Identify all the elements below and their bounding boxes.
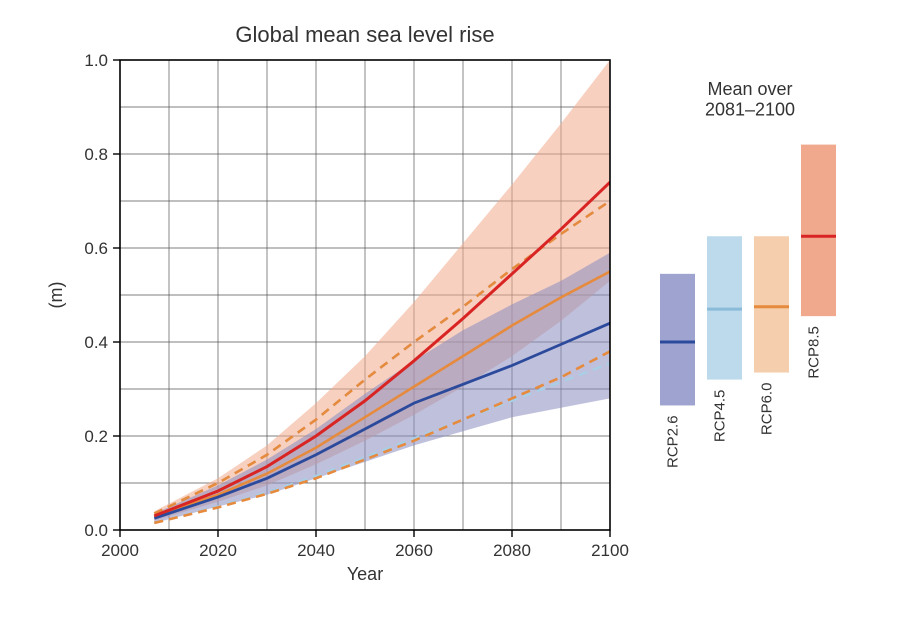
range-label-rcp26: RCP2.6 [665,415,682,468]
chart-title: Global mean sea level rise [235,22,494,47]
y-tick-label: 0.8 [84,145,108,164]
x-tick-label: 2100 [591,541,629,560]
y-tick-label: 0.2 [84,427,108,446]
chart-svg: 2000 2020 2040 2060 2080 2100 0.0 0.2 0.4 0.6 0.8 1… [0,0,912,621]
range-bar-rcp85 [801,145,836,317]
x-axis-label: Year [347,564,383,584]
x-tick-label: 2020 [199,541,237,560]
range-bar-rcp60 [754,236,789,372]
y-tick-label: 0.6 [84,239,108,258]
y-tick-label: 0.4 [84,333,108,352]
range-label-rcp85: RCP8.5 [806,326,823,379]
x-tick-label: 2000 [101,541,139,560]
y-axis-label: (m) [46,282,66,309]
x-tick-label: 2080 [493,541,531,560]
chart-container: { "chart": { "type": "line", "title": "G… [0,0,912,621]
y-tick-label: 1.0 [84,51,108,70]
y-tick-label: 0.0 [84,521,108,540]
x-tick-label: 2060 [395,541,433,560]
range-bar-rcp26 [660,274,695,406]
sidebar-title: Mean over2081–2100 [705,79,795,120]
range-label-rcp45: RCP4.5 [712,390,729,443]
range-label-rcp60: RCP6.0 [759,383,776,436]
x-tick-label: 2040 [297,541,335,560]
